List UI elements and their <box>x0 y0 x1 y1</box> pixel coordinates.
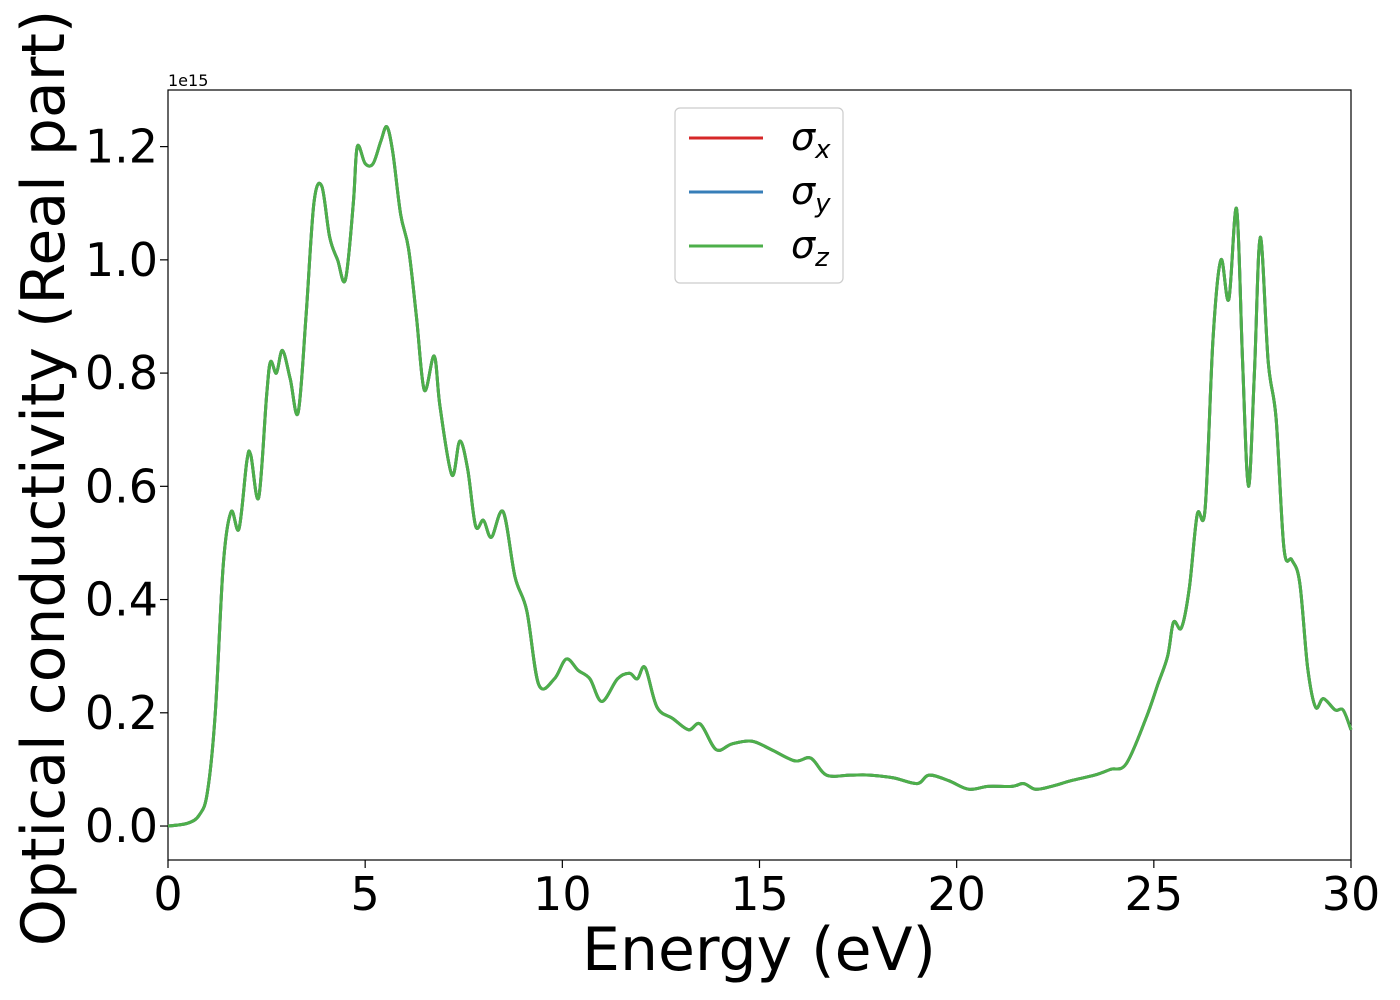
series-line-sigma-z <box>167 125 1353 828</box>
legend-label-subscript: z <box>814 243 830 273</box>
legend-box <box>674 107 844 284</box>
x-tick-label: 25 <box>1125 867 1184 921</box>
x-axis-label: Energy (eV) <box>582 915 936 985</box>
legend-label-sigma-y: σy <box>791 169 831 219</box>
y-tick-label: 0.6 <box>85 459 158 513</box>
x-tick-label: 0 <box>153 867 182 921</box>
x-tick-label: 5 <box>351 867 380 921</box>
y-axis-label: Optical conductivity (Real part) <box>9 10 79 947</box>
x-tick-label: 10 <box>533 867 592 921</box>
y-tick-label: 0.4 <box>85 573 158 627</box>
x-tick-label: 20 <box>927 867 986 921</box>
plot-area <box>167 89 1353 861</box>
x-tick-label: 15 <box>730 867 789 921</box>
legend-label-subscript: x <box>814 135 831 165</box>
y-tick-label: 0.0 <box>85 799 158 853</box>
y-tick-label: 1.2 <box>85 120 158 174</box>
x-tick-label: 30 <box>1322 867 1381 921</box>
y-tick-label: 1.0 <box>85 233 158 287</box>
series-group <box>167 125 1353 828</box>
legend-label-sigma-x: σx <box>791 115 831 165</box>
y-tick-label: 0.8 <box>85 346 158 400</box>
legend-label-sigma-z: σz <box>791 223 830 273</box>
x-axis-ticks: 0 5 10 15 20 25 30 <box>153 860 1380 921</box>
y-offset-label: 1e15 <box>168 71 208 90</box>
y-axis-ticks: 0.0 0.2 0.4 0.6 0.8 1.0 1.2 <box>85 120 168 853</box>
legend-label-main: σ <box>791 223 817 267</box>
legend-label-main: σ <box>791 115 817 159</box>
legend-label-subscript: y <box>814 189 831 219</box>
legend-label-main: σ <box>791 169 817 213</box>
y-tick-label: 0.2 <box>85 686 158 740</box>
